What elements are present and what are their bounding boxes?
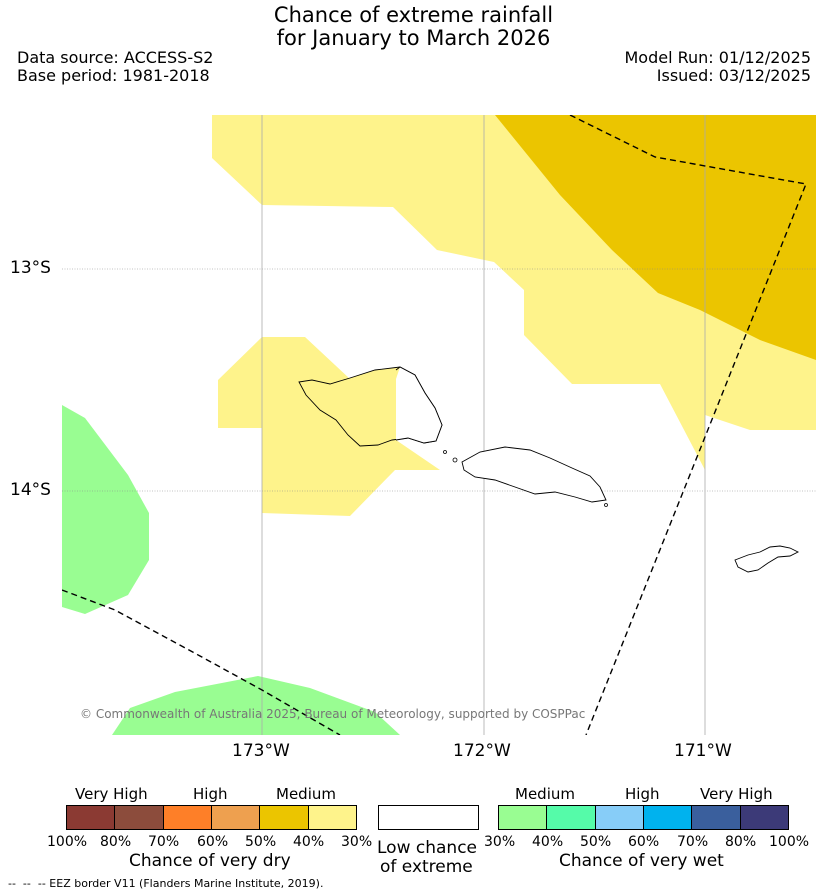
dry-tick: 60% [197,834,229,850]
wet-tick: 100% [769,834,810,850]
wet-tick: 40% [532,834,564,850]
lat-label-13s: 13°S [10,258,51,278]
dry-header-medium: Medium [276,785,336,803]
wet-header-very-high: Very High [700,785,773,803]
wet-swatch [740,806,788,829]
wet-swatch [643,806,693,829]
chart-title-line2: for January to March 2026 [276,26,551,50]
dry-colorbar [66,805,357,830]
savaii-island-east-outline [395,366,443,444]
eez-border [62,115,807,735]
lon-label-173w: 173°W [232,741,290,761]
wet-tick: 70% [677,834,709,850]
low-chance-line1: Low chance [377,838,477,858]
islet [604,503,608,507]
base-period: Base period: 1981-2018 [17,66,210,85]
islet [452,457,458,463]
wet-colorbar [498,805,789,830]
dry-swatch [67,806,116,829]
data-source: Data source: ACCESS-S2 [17,48,214,67]
model-run: Model Run: 01/12/2025 [624,48,812,67]
upolu-island [461,446,607,503]
lon-label-172w: 172°W [453,741,511,761]
wet-header-medium: Medium [515,785,575,803]
wet-swatch [595,806,644,829]
wet-swatch [499,806,548,829]
dry-swatch [163,806,212,829]
meridians [261,115,706,735]
dry-tick: 80% [100,834,132,850]
tutuila-island [734,545,800,573]
dry-medium-region-northeast [495,115,816,360]
wet-tick: 60% [628,834,660,850]
wet-swatch [547,806,596,829]
wet-header-high: High [625,785,660,803]
dry-tick: 100% [47,834,88,850]
lat-label-14s: 14°S [10,480,51,500]
islet [443,450,447,454]
eez-footnote: -- -- -- EEZ border V11 (Flanders Marine… [8,877,324,890]
dry-swatch [211,806,261,829]
dry-header-very-high: Very High [75,785,148,803]
wet-tick: 50% [580,834,612,850]
dry-tick: 30% [341,834,373,850]
wet-swatch [692,806,741,829]
wet-caption: Chance of very wet [559,851,724,871]
issued-date: Issued: 03/12/2025 [656,66,811,85]
wet-tick: 30% [484,834,516,850]
dry-swatch [308,806,356,829]
dry-header-high: High [193,785,228,803]
wet-medium-region-west [62,405,149,614]
dry-caption: Chance of very dry [129,851,291,871]
dry-tick: 50% [245,834,277,850]
low-chance-swatch [378,805,479,830]
wet-tick: 80% [725,834,757,850]
savaii-island-east [396,367,442,443]
graticule [62,268,816,492]
dry-swatch [260,806,309,829]
lon-label-171w: 171°W [674,741,732,761]
rainfall-map [62,115,816,735]
dry-swatch [115,806,164,829]
chart-title-line1: Chance of extreme rainfall [273,3,554,27]
wet-medium-region-south [112,676,400,735]
dry-tick: 70% [148,834,180,850]
low-chance-line2: of extreme [380,857,473,877]
copyright-notice: © Commonwealth of Australia 2025, Bureau… [80,707,586,721]
dry-tick: 40% [293,834,325,850]
